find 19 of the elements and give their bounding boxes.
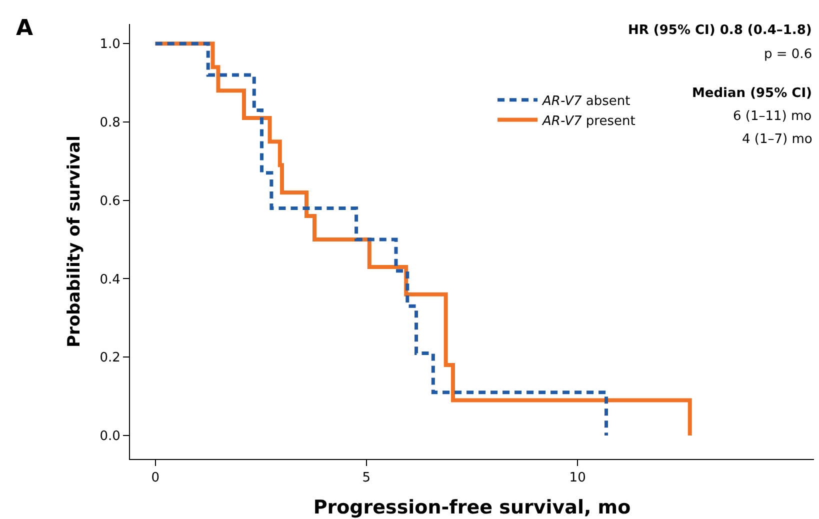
y-tick-label: 0.6 <box>100 194 120 209</box>
annotation: Median (95% CI) <box>692 86 812 101</box>
annotation: p = 0.6 <box>764 47 812 62</box>
legend-label: AR-V7 absent <box>542 94 630 109</box>
text: A <box>16 16 34 41</box>
y-axis-title: Probability of survival <box>64 136 84 348</box>
y-tick-label: 1.0 <box>100 37 120 52</box>
x-tick-label: 10 <box>569 470 586 486</box>
y-tick-label: 0.4 <box>100 272 120 288</box>
y-tick-label: 0.0 <box>100 429 120 444</box>
annotation: 4 (1–7) mo <box>742 132 812 147</box>
x-tick-label: 5 <box>362 470 371 486</box>
legend-label: AR-V7 present <box>542 114 636 129</box>
annotation: HR (95% CI) 0.8 (0.4–1.8) <box>628 23 812 38</box>
annotation: 6 (1–11) mo <box>733 109 812 124</box>
y-tick-label: 0.8 <box>100 116 120 131</box>
x-tick-label: 0 <box>151 470 160 486</box>
x-axis-title: Progression-free survival, mo <box>313 496 631 518</box>
y-tick-label: 0.2 <box>100 350 120 366</box>
